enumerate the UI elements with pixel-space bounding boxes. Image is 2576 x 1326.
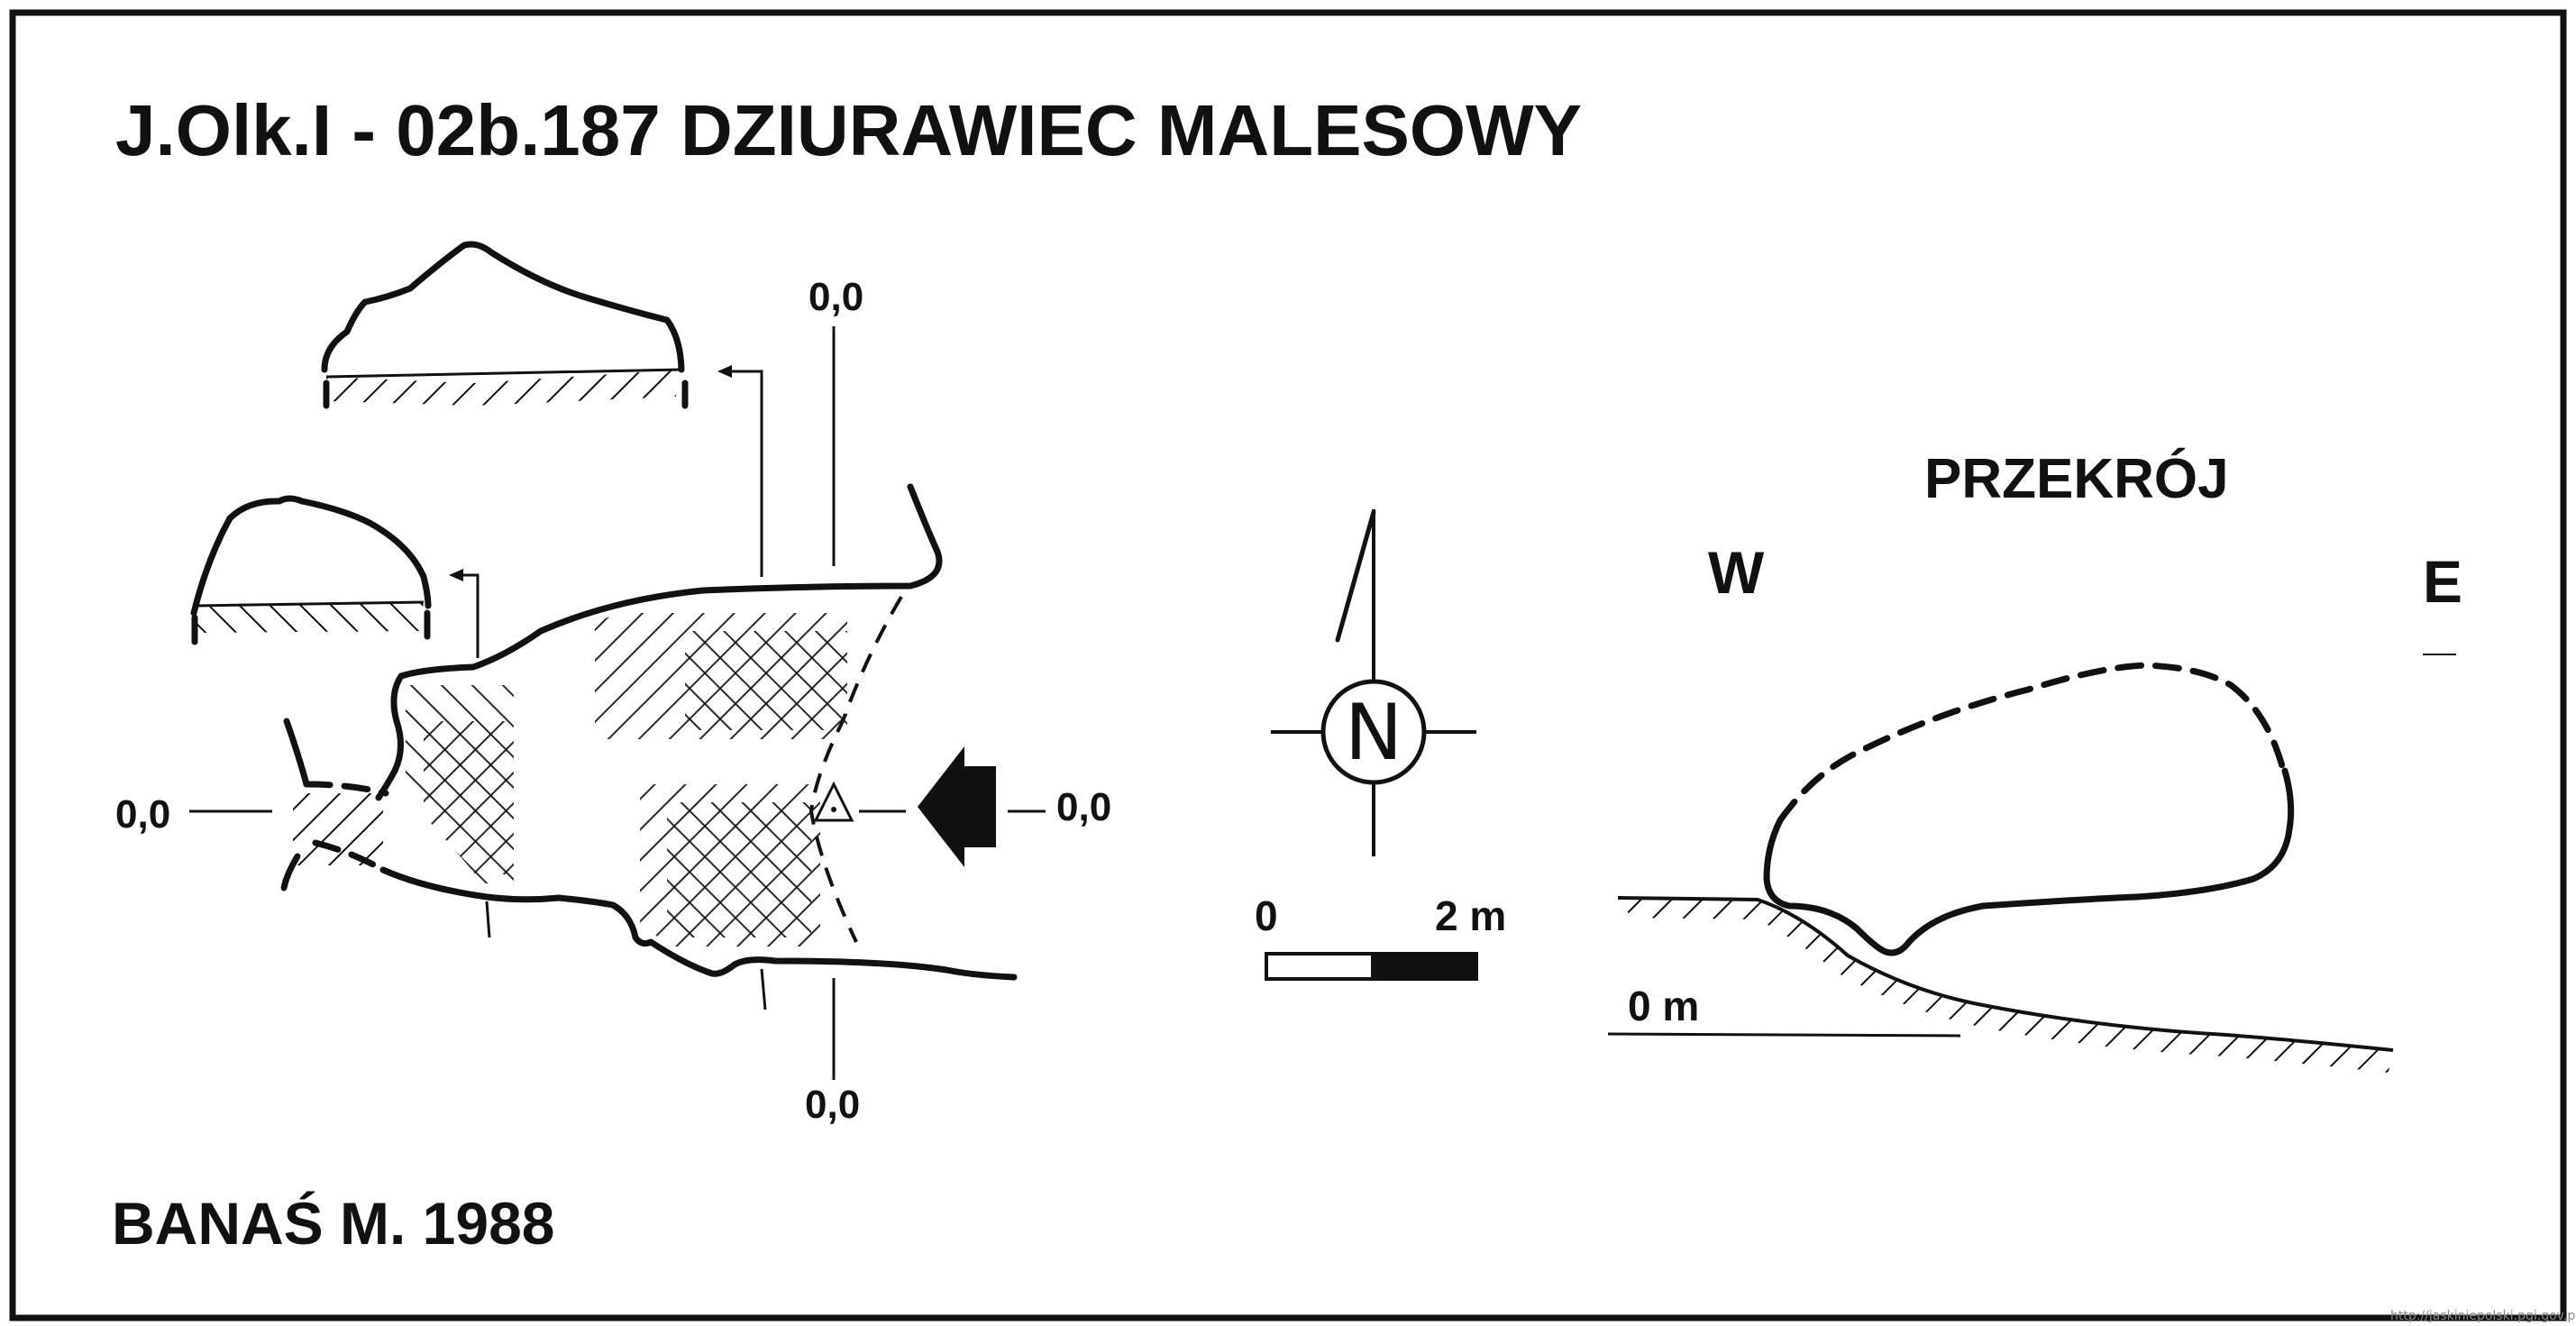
- section-ground-hatching: [1618, 898, 2393, 1073]
- plan-north-wall: [375, 483, 943, 801]
- source-watermark: http://jaskiniepolski.pgi.gov.pl: [2390, 1309, 2576, 1323]
- cross-section-2: [190, 495, 432, 645]
- plan-south-wall: [379, 866, 1018, 981]
- cave-plan: 0,0 0,0 0,0 0,0: [115, 275, 1111, 1127]
- survey-author: BANAŚ M. 1988: [112, 1190, 555, 1257]
- north-compass: N: [1271, 509, 1476, 856]
- scale-bar-black-segment: [1371, 952, 1478, 981]
- section-datum-label: 0 m: [1628, 983, 1699, 1029]
- leader-arrowhead: [717, 365, 732, 378]
- scale-bar-start-label: 0: [1255, 892, 1278, 939]
- plan-entrance-wall-upper: [283, 718, 310, 788]
- level-label-south: 0,0: [805, 1083, 860, 1127]
- datum-triangle: [813, 781, 854, 822]
- survey-title: J.Olk.I - 02b.187 DZIURAWIEC MALESOWY: [115, 90, 1582, 170]
- plan-entrance-wall-lower: [280, 853, 301, 892]
- wall-tick: [760, 968, 767, 1011]
- wall-tick: [485, 901, 491, 938]
- level-label-north: 0,0: [808, 275, 863, 319]
- sheet-frame: [9, 9, 2567, 1321]
- scale-bar-white-segment: [1265, 952, 1375, 981]
- datum-point: [831, 807, 836, 812]
- cross-section-leader-1: [721, 370, 763, 577]
- section-title: PRZEKRÓJ: [1924, 448, 2229, 510]
- section-east-label: E: [2423, 548, 2462, 615]
- longitudinal-section: PRZEKRÓJ W E 0 m: [1607, 448, 2462, 1073]
- entrance-arrow: [918, 746, 996, 867]
- level-label-east: 0,0: [1056, 785, 1111, 829]
- leader-arrowhead: [449, 569, 463, 581]
- plan-dripline: [808, 595, 903, 943]
- section-ground-line: [1617, 896, 2394, 1052]
- section-cave-dashed-roof: [1777, 662, 2286, 824]
- entrance-hatching: [293, 793, 383, 865]
- cross-section-leader-2: [452, 573, 480, 658]
- section-cave-outline: [1763, 767, 2295, 956]
- plan-floor-hatching: [406, 613, 847, 946]
- compass-ring: [1320, 679, 1427, 785]
- level-label-west: 0,0: [115, 792, 170, 837]
- cross-section-1: [321, 241, 689, 409]
- plan-entrance-dashed-wall: [303, 781, 389, 873]
- section-datum-line: [1607, 1032, 1961, 1038]
- scale-bar-end-label: 2 m: [1435, 892, 1506, 939]
- section-west-label: W: [1708, 539, 1765, 606]
- compass-north-letter: N: [1345, 688, 1402, 778]
- scale-bar: 0 2 m: [1255, 892, 1506, 981]
